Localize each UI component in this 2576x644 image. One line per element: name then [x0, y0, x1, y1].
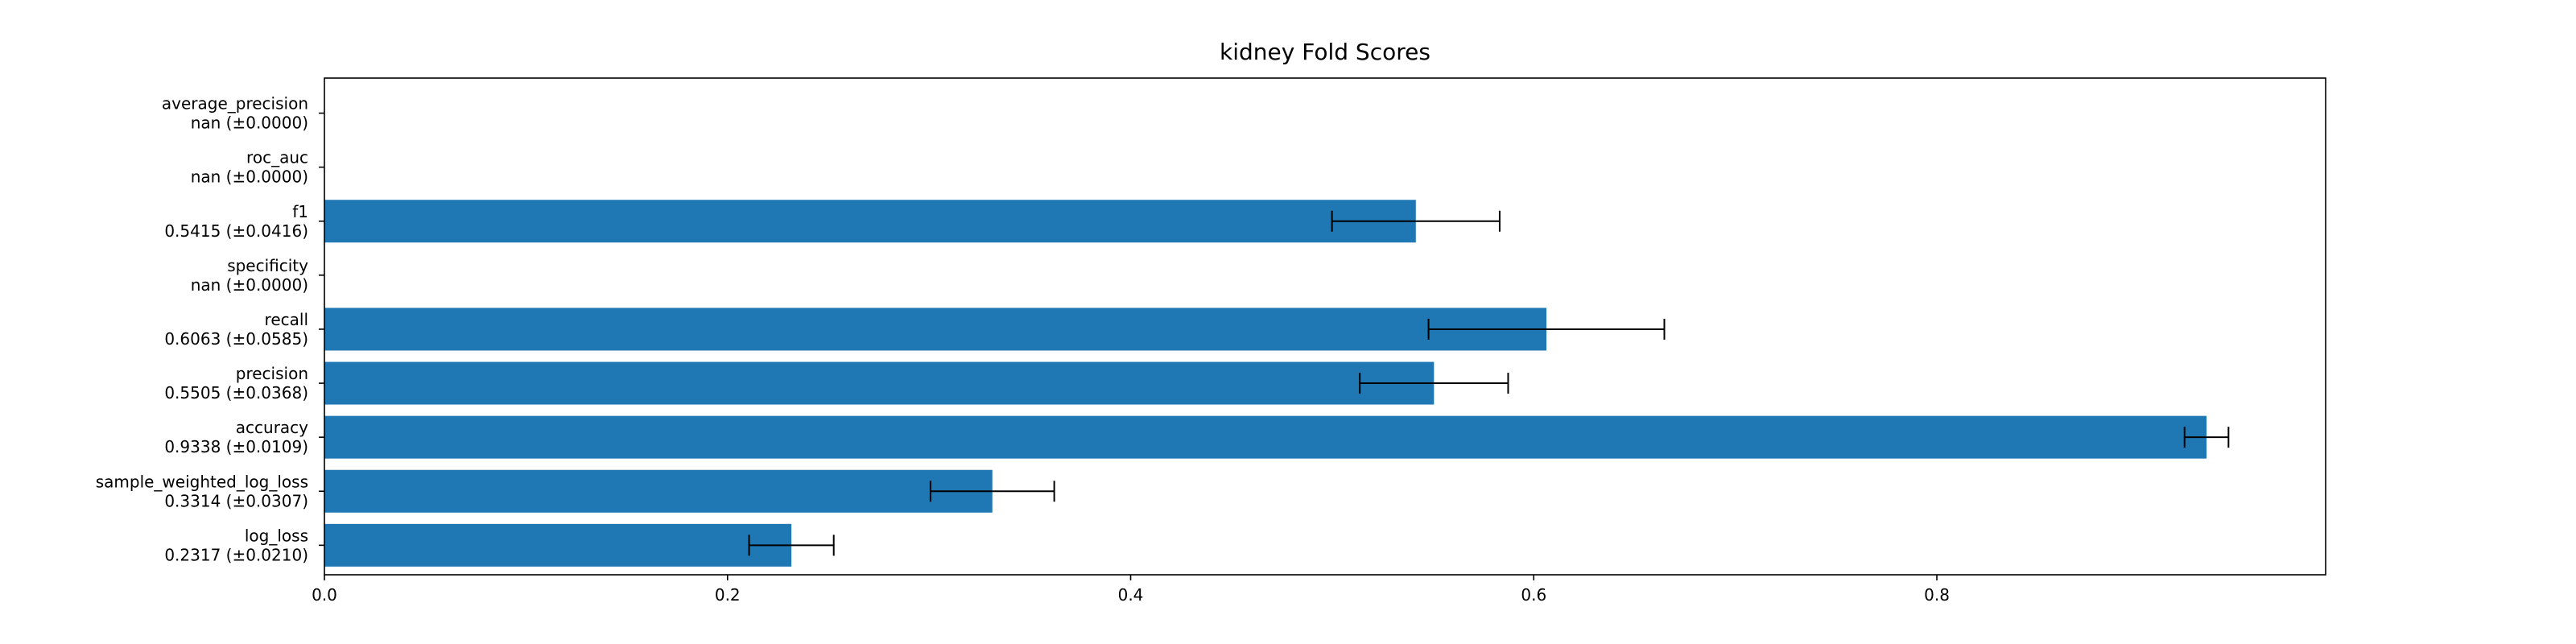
bar-accuracy — [324, 415, 2207, 459]
x-tick-label: 0.0 — [312, 585, 337, 605]
y-label-roc-auc: roc_auc — [246, 148, 308, 167]
y-score-label-precision: 0.5505 (±0.0368) — [164, 383, 308, 402]
y-score-label-sample-weighted-log-loss: 0.3314 (±0.0307) — [164, 491, 308, 510]
error-bar-f1 — [1331, 210, 1501, 232]
y-label-precision: precision — [236, 364, 308, 383]
y-score-label-accuracy: 0.9338 (±0.0109) — [164, 437, 308, 456]
bar-precision — [324, 361, 1435, 405]
error-bar-log-loss — [748, 535, 835, 556]
y-label-average-precision: average_precision — [162, 94, 308, 114]
plot-area-frame — [324, 77, 2326, 576]
y-label-recall: recall — [265, 310, 308, 329]
y-score-label-specificity: nan (±0.0000) — [191, 275, 308, 295]
y-label-f1: f1 — [292, 202, 308, 221]
y-label-accuracy: accuracy — [236, 418, 308, 437]
y-label-log-loss: log_loss — [245, 526, 308, 545]
bar-f1 — [324, 200, 1416, 243]
x-axis: 0.0 0.2 0.4 0.6 0.8 — [312, 575, 1950, 605]
error-bars-layer — [748, 210, 2230, 556]
error-bar-recall — [1427, 318, 1666, 340]
bar-sample-weighted-log-loss — [324, 469, 993, 513]
x-tick-label: 0.8 — [1924, 585, 1950, 605]
x-tick-label: 0.6 — [1521, 585, 1546, 605]
x-tick-label: 0.2 — [715, 585, 741, 605]
y-score-label-log-loss: 0.2317 (±0.0210) — [164, 545, 308, 564]
chart-title: kidney Fold Scores — [1220, 39, 1430, 65]
y-score-label-f1: 0.5415 (±0.0416) — [164, 221, 308, 241]
error-bar-precision — [1359, 373, 1509, 394]
bar-log-loss — [324, 523, 792, 567]
bars-layer — [324, 200, 2207, 567]
bar-recall — [324, 308, 1547, 351]
error-bar-sample-weighted-log-loss — [929, 481, 1055, 502]
error-bar-accuracy — [2183, 427, 2230, 448]
y-score-label-average-precision: nan (±0.0000) — [191, 114, 308, 133]
x-tick-label: 0.4 — [1118, 585, 1144, 605]
y-label-sample-weighted-log-loss: sample_weighted_log_loss — [96, 472, 308, 491]
y-label-specificity: specificity — [227, 256, 308, 275]
y-score-label-roc-auc: nan (±0.0000) — [191, 167, 308, 187]
y-score-label-recall: 0.6063 (±0.0585) — [164, 329, 308, 349]
